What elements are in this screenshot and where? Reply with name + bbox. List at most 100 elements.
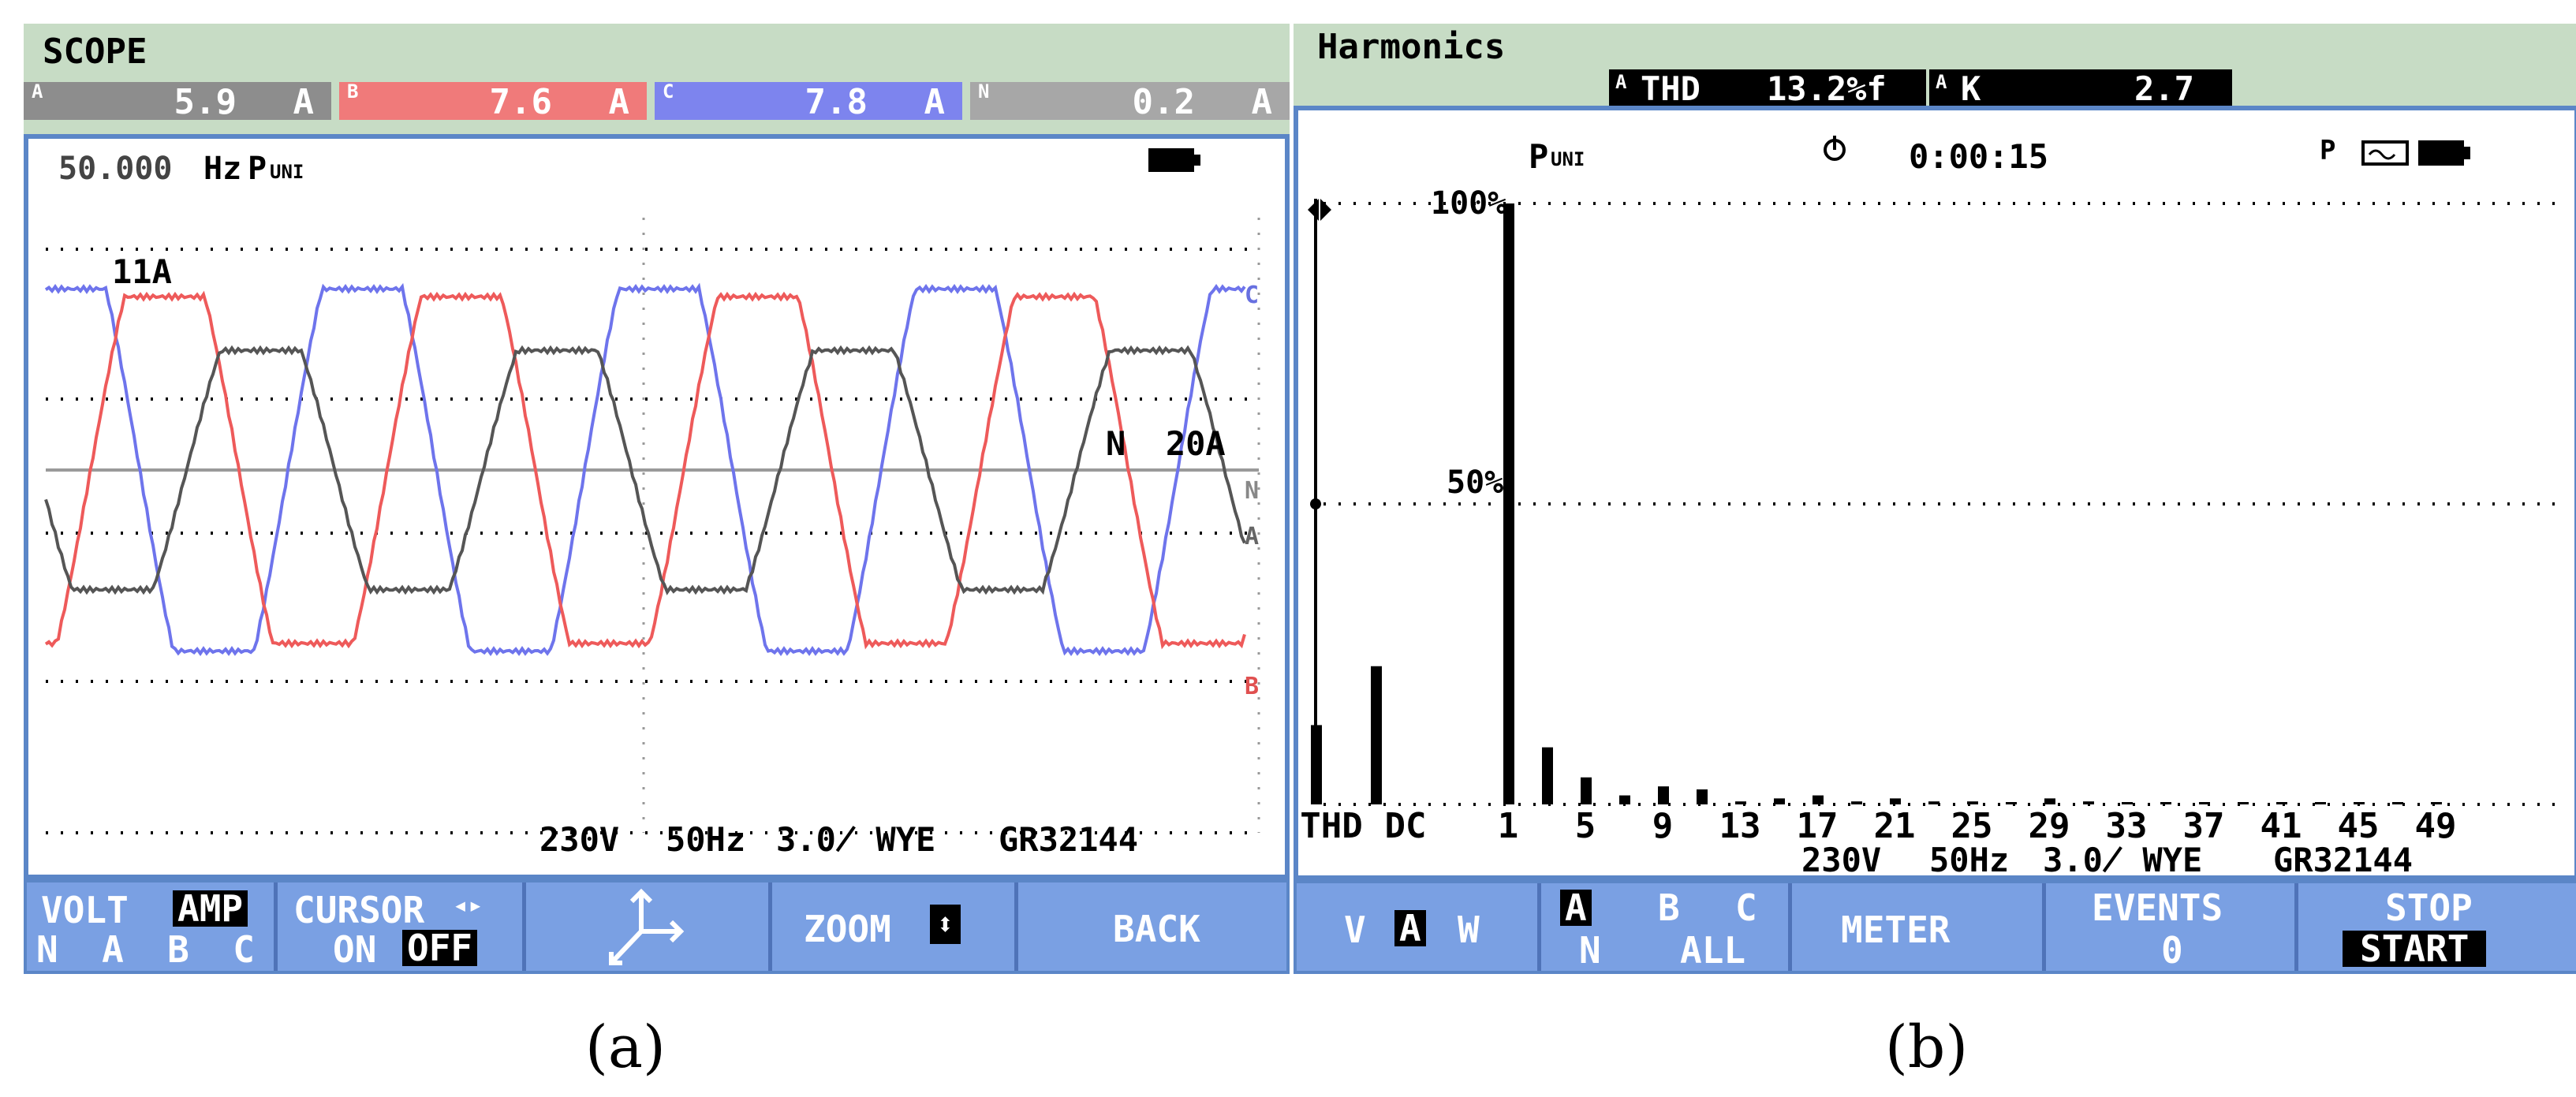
harmonic-bar-43	[2315, 802, 2326, 804]
k-phase: A	[1936, 71, 1947, 93]
zoom-softkey[interactable]: ZOOM ⬍	[772, 882, 1018, 971]
readout-phase-letter: N	[978, 80, 990, 103]
softkey-off-label: OFF	[402, 930, 478, 966]
softkey-stop-label: STOP	[2385, 886, 2473, 929]
trace-label-a: A	[1245, 523, 1260, 550]
cursor-arrows-icon	[1308, 199, 1331, 221]
harmonic-bar-15	[1774, 798, 1785, 804]
harmonic-bar-33	[2122, 802, 2133, 804]
stop-start-softkey[interactable]: STOP START	[2298, 883, 2576, 971]
softkey-events-label: EVENTS	[2092, 886, 2223, 929]
softkey-start-label: START	[2343, 931, 2487, 967]
softkey-a-label: A	[1394, 910, 1426, 946]
softkey-phase-a: A	[1560, 890, 1592, 926]
x-tick-label: THD	[1300, 806, 1362, 846]
harmonic-bar-7	[1619, 795, 1630, 804]
caption-a: (a)	[585, 1013, 666, 1081]
scale-top-label: 11A	[112, 252, 172, 291]
harmonic-bar-35	[2160, 802, 2171, 804]
harmonic-bar-9	[1658, 786, 1669, 804]
harmonic-bar-11	[1697, 789, 1708, 804]
harmonics-y-marker	[1310, 498, 1321, 509]
caption-b: (b)	[1885, 1013, 1969, 1081]
status-voltage: 230V	[539, 820, 620, 859]
harmonic-bar-45	[2354, 802, 2365, 804]
harm-status-config: 3.0̸ WYE	[2043, 841, 2203, 879]
harmonic-bar-39	[2238, 802, 2249, 804]
k-factor-readout: A K 2.7	[1929, 69, 2232, 106]
thd-value: 13.2%f	[1767, 69, 1887, 108]
readout-value: 7.6	[489, 82, 552, 122]
phasor-icon	[609, 888, 685, 965]
harmonics-panel: Harmonics A THD 13.2%f A K 2.7 THD DC 1 5 9 1…	[1294, 24, 2576, 974]
readout-phase-n: N 0.2 A	[970, 80, 1290, 122]
x-tick-label: DC	[1385, 806, 1427, 846]
harmonic-bar-1	[1503, 203, 1514, 804]
softkey-phase-all: ALL	[1680, 929, 1746, 972]
thd-readout: A THD 13.2%f	[1609, 69, 1926, 106]
readout-unit: A	[608, 82, 630, 122]
status-icons: P	[2320, 135, 2470, 166]
harm-mode-suffix: UNI	[1551, 148, 1585, 170]
vaw-softkey[interactable]: V A W	[1297, 883, 1541, 971]
waveform-phase-c	[44, 282, 1246, 656]
scope-display: 50.000 Hz P UNI 11A N 20A C N A B 230V 5…	[24, 134, 1290, 879]
x-tick-label: 25	[1951, 806, 1993, 846]
softkey-volt-label: VOLT	[41, 889, 129, 931]
harm-status-frequency: 50Hz	[1929, 841, 2010, 879]
softkey-events-count: 0	[2161, 929, 2183, 972]
harmonic-bar-37	[2199, 802, 2210, 804]
harmonic-bar-13	[1735, 801, 1746, 804]
readout-phase-a: A 5.9 A	[24, 80, 331, 122]
x-tick-label: 13	[1719, 806, 1761, 846]
meter-softkey[interactable]: METER	[1792, 883, 2046, 971]
softkey-on-label: ON	[333, 928, 377, 971]
waveform-phase-a	[44, 345, 1246, 595]
volt-amp-softkey[interactable]: VOLT AMP N A B C	[27, 882, 278, 971]
harmonics-x-ticks: THD DC 1 5 9 13 17 21 25 29 33 37 41 45 49	[1300, 806, 2456, 846]
x-tick-label: 33	[2106, 806, 2148, 846]
scope-grid	[46, 218, 1260, 834]
frequency-unit: Hz	[203, 151, 242, 187]
scope-softkey-bar: VOLT AMP N A B C CURSOR ◂▸ ON OFF	[24, 879, 1290, 974]
phasor-softkey[interactable]	[526, 882, 772, 971]
k-value: 2.7	[2134, 69, 2194, 108]
harmonic-bar-thd	[1311, 725, 1322, 804]
harmonic-bar-27	[2006, 802, 2017, 804]
neutral-scale-label: N 20A	[1106, 424, 1226, 463]
k-label: K	[1961, 69, 1981, 108]
back-softkey[interactable]: BACK	[1018, 882, 1286, 971]
trace-label-b: B	[1245, 673, 1260, 700]
softkey-phase-b: B	[1658, 886, 1680, 929]
readout-phase-c: C 7.8 A	[655, 80, 962, 122]
status-config: 3.0̸ WYE	[776, 820, 936, 859]
status-frequency: 50Hz	[666, 820, 746, 859]
x-tick-label: 21	[1874, 806, 1916, 846]
harmonic-bar-49	[2431, 802, 2442, 804]
phase-select-softkey[interactable]: A B C N ALL	[1541, 883, 1792, 971]
x-tick-label: 37	[2183, 806, 2225, 846]
thd-phase: A	[1615, 71, 1627, 93]
harmonic-bar-41	[2276, 802, 2287, 804]
harmonic-bar-21	[1890, 798, 1901, 804]
elapsed-timer: 0:00:15	[1909, 137, 2049, 176]
readout-value: 7.8	[805, 82, 868, 122]
trace-label-c: C	[1245, 282, 1260, 309]
harmonics-grid	[1310, 199, 2555, 806]
harm-mode-indicator: P	[1529, 137, 1549, 176]
harm-status-standard: GR32144	[2273, 841, 2414, 879]
softkey-w-label: W	[1458, 909, 1480, 951]
readout-value: 0.2	[1132, 82, 1195, 122]
events-softkey[interactable]: EVENTS 0	[2046, 883, 2298, 971]
readout-phase-letter: A	[32, 80, 43, 103]
softkey-amp-label: AMP	[173, 890, 248, 927]
readout-phase-letter: B	[347, 80, 359, 103]
scope-title: SCOPE	[43, 32, 147, 72]
softkey-phase-n: N	[1579, 929, 1601, 972]
cursor-softkey[interactable]: CURSOR ◂▸ ON OFF	[278, 882, 526, 971]
harmonics-bars	[1311, 203, 2442, 804]
harmonic-bar-31	[2083, 801, 2094, 804]
harmonic-bar-dc	[1371, 666, 1382, 804]
thd-label: THD	[1641, 69, 1701, 108]
x-tick-label: 17	[1797, 806, 1839, 846]
